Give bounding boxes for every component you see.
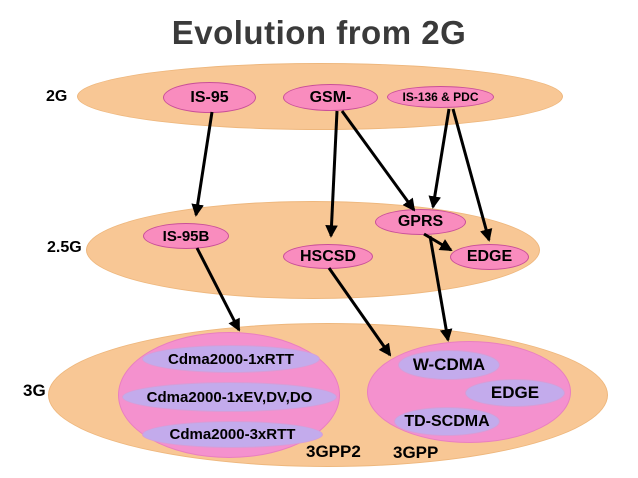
- generation-label-3g: 3G: [23, 381, 46, 400]
- group-label-3gpp: 3GPP: [393, 443, 439, 462]
- generation-label-2-5g: 2.5G: [47, 239, 82, 256]
- node-gsm: GSM-: [283, 84, 378, 111]
- node-hscsd: HSCSD: [283, 244, 373, 269]
- node-is-95b: IS-95B: [143, 223, 229, 249]
- node-is-136-pdc: IS-136 & PDC: [387, 86, 494, 108]
- group-label-3gpp2: 3GPP2: [306, 442, 361, 461]
- generation-label-2g: 2G: [46, 88, 68, 105]
- node-td-scdma: TD-SCDMA: [394, 407, 500, 436]
- slide-title: Evolution from 2G: [171, 14, 467, 51]
- node-cdma2000-3xrtt: Cdma2000-3xRTT: [142, 421, 323, 448]
- arrow-is95-to-is95b: [191, 111, 214, 217]
- node-is-95: IS-95: [163, 82, 256, 113]
- node-edge-3g: EDGE: [465, 379, 565, 407]
- node-gprs: GPRS: [375, 209, 466, 235]
- node-w-cdma: W-CDMA: [398, 350, 500, 380]
- node-edge-2-5g: EDGE: [450, 244, 529, 270]
- node-cdma2000-1xev-dv-do: Cdma2000-1xEV,DV,DO: [122, 382, 337, 412]
- node-cdma2000-1xrtt: Cdma2000-1xRTT: [142, 345, 320, 373]
